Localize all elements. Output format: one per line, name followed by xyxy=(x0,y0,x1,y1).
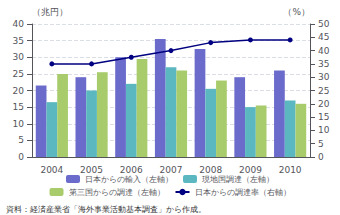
svg-text:30: 30 xyxy=(318,72,330,82)
svg-text:2004: 2004 xyxy=(40,165,63,175)
svg-text:30: 30 xyxy=(13,52,25,62)
svg-text:（兆円）: （兆円） xyxy=(32,7,68,17)
svg-text:2010: 2010 xyxy=(279,165,302,175)
svg-text:日本からの輸入（左軸）: 日本からの輸入（左軸） xyxy=(85,175,173,184)
svg-text:0: 0 xyxy=(18,152,24,162)
svg-text:35: 35 xyxy=(13,36,24,46)
svg-text:40: 40 xyxy=(13,19,25,29)
svg-text:20: 20 xyxy=(13,86,25,96)
svg-text:10: 10 xyxy=(13,119,25,129)
svg-text:5: 5 xyxy=(18,135,24,145)
svg-text:15: 15 xyxy=(318,112,329,122)
svg-text:資料：経済産業省「海外事業活動基本調査」から作成。: 資料：経済産業省「海外事業活動基本調査」から作成。 xyxy=(6,205,206,214)
svg-text:（%）: （%） xyxy=(283,7,310,17)
svg-text:2008: 2008 xyxy=(199,165,222,175)
svg-text:45: 45 xyxy=(318,32,329,42)
svg-text:35: 35 xyxy=(318,59,329,69)
svg-text:10: 10 xyxy=(318,125,330,135)
svg-text:50: 50 xyxy=(318,19,330,29)
svg-text:日本からの調達率（右軸）: 日本からの調達率（右軸） xyxy=(195,188,291,197)
svg-text:2009: 2009 xyxy=(239,165,262,175)
svg-text:0: 0 xyxy=(318,152,324,162)
svg-text:5: 5 xyxy=(318,139,324,149)
svg-text:第三国からの調達（左軸）: 第三国からの調達（左軸） xyxy=(69,188,165,197)
svg-text:2007: 2007 xyxy=(160,165,183,175)
svg-text:20: 20 xyxy=(318,99,330,109)
svg-text:現地国調達（左軸）: 現地国調達（左軸） xyxy=(202,175,274,184)
svg-text:15: 15 xyxy=(13,102,24,112)
svg-text:2005: 2005 xyxy=(80,165,103,175)
svg-text:40: 40 xyxy=(318,46,330,56)
svg-text:25: 25 xyxy=(13,69,24,79)
svg-text:2006: 2006 xyxy=(120,165,143,175)
svg-text:25: 25 xyxy=(318,86,329,96)
